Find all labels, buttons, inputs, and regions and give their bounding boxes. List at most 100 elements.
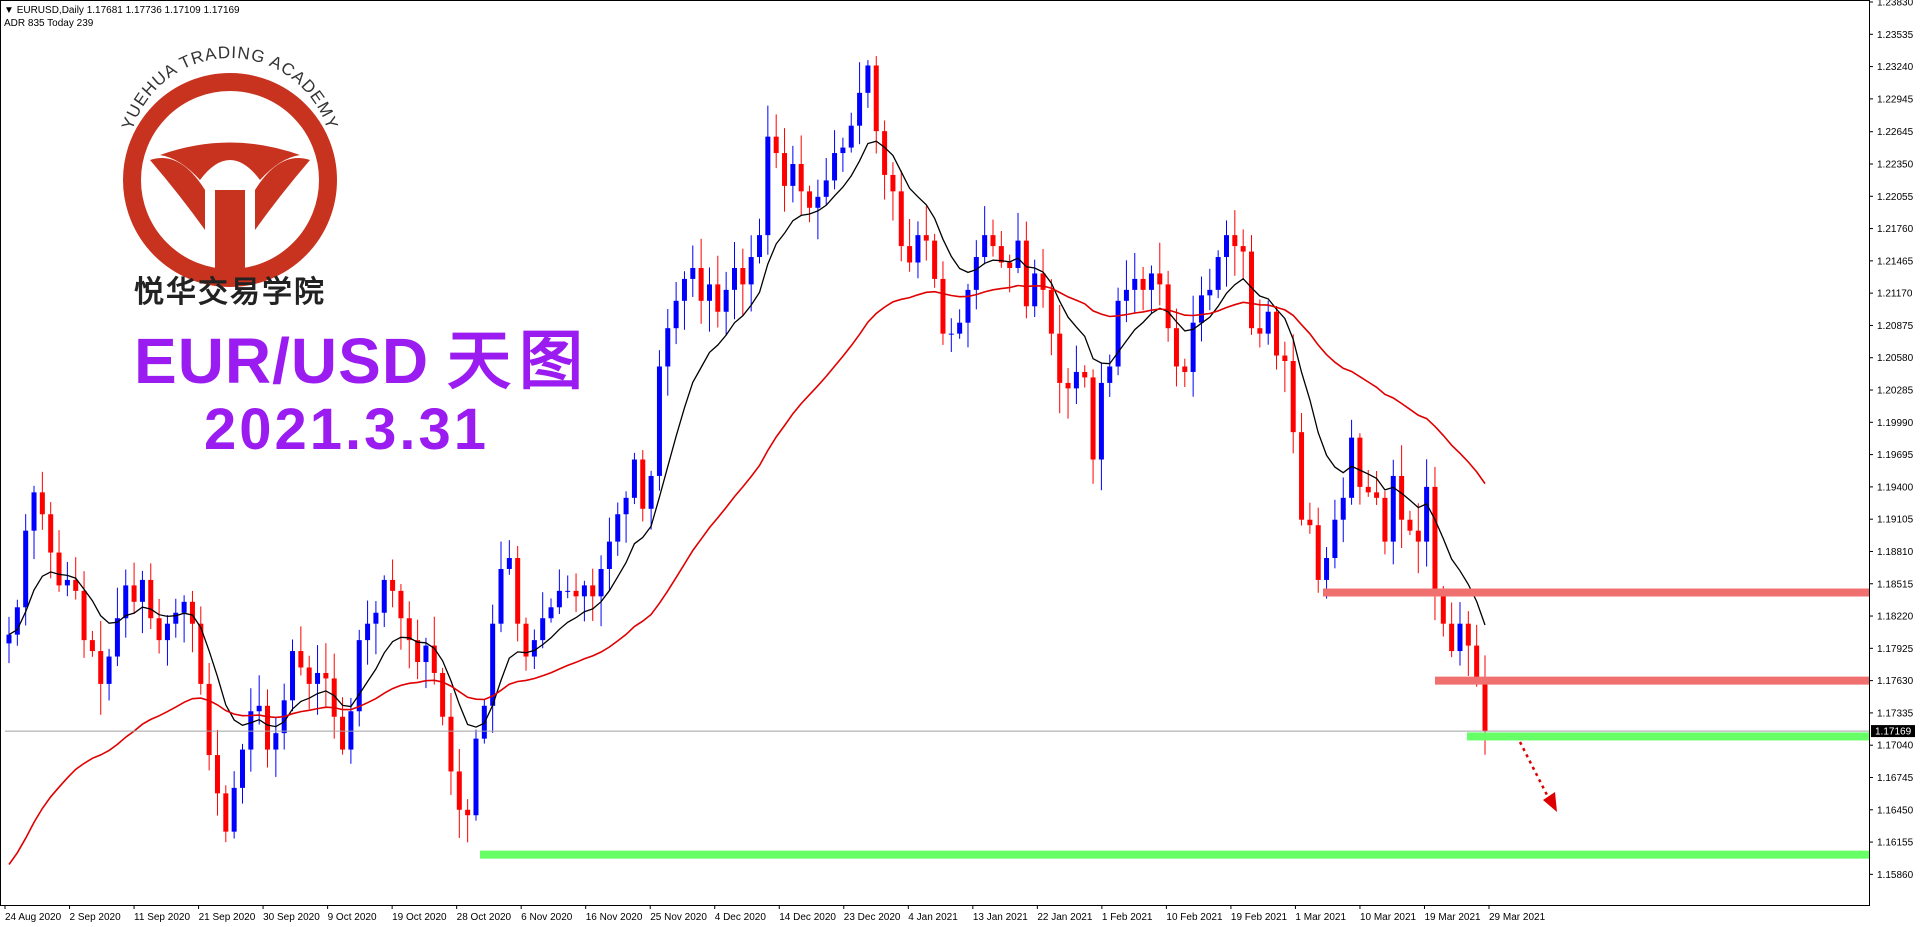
candle-body	[748, 257, 754, 285]
candle	[39, 471, 45, 530]
candle-body	[81, 590, 87, 641]
candle-body	[590, 585, 596, 597]
title-pair: EUR/USD	[134, 325, 430, 397]
candle-body	[1057, 333, 1063, 383]
candle-body	[1365, 486, 1371, 493]
chart-date: 2021.3.31	[204, 397, 490, 462]
x-tick-label: 13 Jan 2021	[973, 912, 1028, 923]
candle	[606, 517, 612, 591]
candle	[1282, 341, 1288, 393]
x-tick-label: 22 Jan 2021	[1037, 912, 1092, 923]
candle-body	[715, 284, 721, 312]
candle	[1098, 362, 1104, 491]
candle	[139, 570, 145, 634]
candle	[239, 743, 245, 804]
candle-body	[1073, 371, 1079, 389]
candle-body	[1440, 590, 1446, 624]
candle-body	[957, 322, 963, 334]
candle	[1299, 412, 1305, 526]
candle-body	[331, 678, 337, 717]
x-tick-label: 6 Nov 2020	[521, 912, 573, 923]
candle	[440, 667, 446, 726]
candle-body	[1315, 525, 1321, 580]
candle-body	[340, 716, 346, 750]
candle	[56, 530, 62, 592]
candle	[782, 128, 788, 212]
candle	[256, 675, 262, 725]
candle	[448, 693, 454, 795]
adr-line: ADR 835 Today 239	[4, 18, 94, 29]
candle-body	[782, 153, 788, 186]
candle	[1082, 365, 1088, 388]
candle	[173, 598, 179, 638]
candle-body	[840, 147, 846, 154]
candle-body	[1399, 475, 1405, 520]
candle	[556, 569, 562, 615]
candle-body	[948, 333, 954, 335]
candle	[48, 502, 54, 579]
candle-body	[64, 579, 70, 586]
candle	[248, 688, 254, 772]
candle-body	[1015, 240, 1021, 268]
candle	[615, 502, 621, 556]
last-price-label: 1.17169	[1875, 727, 1912, 738]
candle	[1457, 602, 1463, 666]
x-tick-label: 1 Mar 2021	[1295, 912, 1346, 923]
candle-body	[1040, 273, 1046, 290]
candle-body	[598, 568, 604, 597]
academy-logo: YUEHUA TRADING ACADEMY 悦华交易学院	[118, 43, 341, 310]
x-tick-label: 30 Sep 2020	[263, 912, 320, 923]
projection-arrow	[1518, 741, 1549, 796]
x-tick-label: 16 Nov 2020	[586, 912, 643, 923]
candle-body	[1307, 519, 1313, 526]
candle	[673, 281, 679, 345]
candle	[1198, 276, 1204, 342]
candle	[1382, 491, 1388, 555]
candle	[773, 114, 779, 169]
candle-body	[990, 235, 996, 247]
candle	[1223, 220, 1229, 287]
candle-body	[73, 579, 79, 591]
candle-body	[206, 683, 212, 756]
candle-body	[1007, 262, 1013, 268]
candle	[923, 206, 929, 261]
candle-body	[681, 278, 687, 301]
candle	[848, 112, 854, 153]
y-tick-label: 1.19695	[1877, 450, 1914, 461]
candle	[498, 541, 504, 633]
candle-body	[381, 579, 387, 613]
candle	[1115, 287, 1121, 376]
candle	[315, 645, 321, 715]
candle-body	[1023, 240, 1029, 307]
candle	[1023, 221, 1029, 319]
candle-body	[773, 136, 779, 154]
y-tick-label: 1.20875	[1877, 321, 1914, 332]
candle	[740, 248, 746, 316]
candle-body	[315, 672, 321, 684]
x-tick-label: 19 Mar 2021	[1424, 912, 1481, 923]
collapse-icon[interactable]: ▼	[4, 5, 17, 16]
candle	[1107, 354, 1113, 397]
candle	[23, 514, 29, 626]
candle	[706, 267, 712, 332]
candle-body	[606, 541, 612, 569]
y-tick-label: 1.22645	[1877, 127, 1914, 138]
x-tick-label: 11 Sep 2020	[134, 912, 190, 923]
candle	[807, 185, 813, 223]
candle-body	[1082, 371, 1088, 378]
candle-body	[1290, 361, 1296, 433]
candle-body	[48, 514, 54, 553]
candle	[31, 485, 37, 560]
x-tick-label: 2 Sep 2020	[70, 912, 122, 923]
candle-body	[1349, 437, 1355, 498]
candle	[940, 261, 946, 345]
candle	[531, 629, 537, 670]
candle	[1249, 235, 1255, 335]
candle	[1240, 229, 1246, 280]
candle	[590, 568, 596, 621]
candle	[731, 242, 737, 320]
candle-body	[898, 191, 904, 247]
last-price-badge	[1871, 725, 1915, 738]
candle-body	[1357, 437, 1363, 487]
